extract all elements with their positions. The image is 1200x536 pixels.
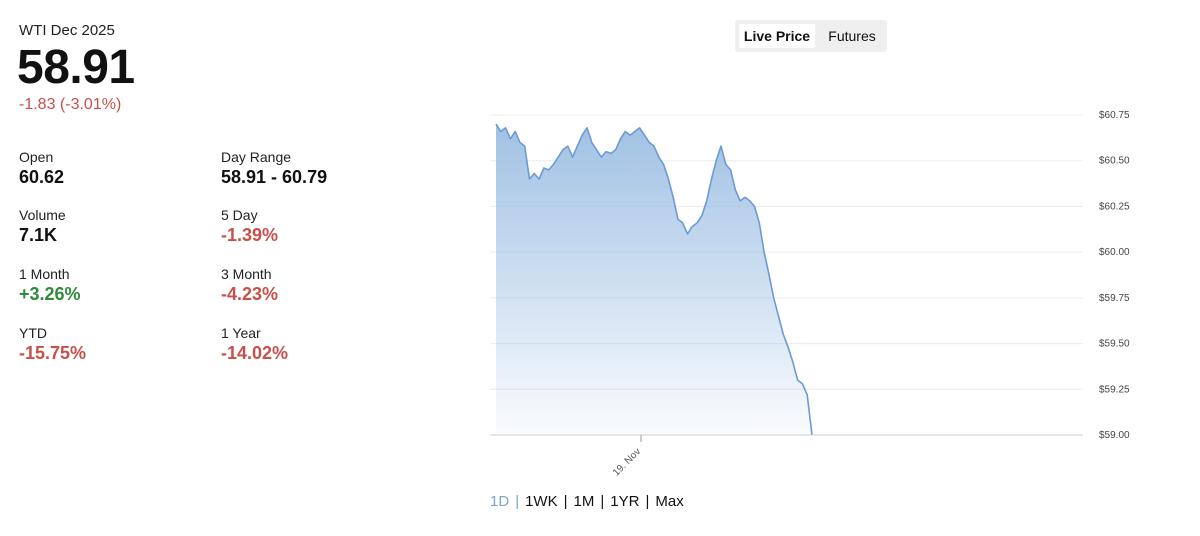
stat-value: 58.91 - 60.79 [221,167,328,187]
stat-label: Volume [19,207,66,223]
stat-value: -14.02% [221,343,289,363]
stat-label: YTD [19,325,47,341]
separator: | [645,493,650,510]
separator: | [563,493,568,510]
range-selector: 1D | 1WK | 1M | 1YR | Max [490,493,684,510]
y-axis-labels: $60.75 $60.50 $60.25 $60.00 $59.75 $59.50 $59.… [1099,110,1130,441]
stat-label: Day Range [221,149,292,165]
y-tick-label: $60.50 [1099,156,1130,167]
y-tick-label: $60.75 [1099,110,1130,121]
stat-3-month: 3 Month -4.23% [221,266,421,305]
separator: | [515,493,520,510]
stat-open: Open 60.62 [19,149,219,188]
stat-day-range: Day Range 58.91 - 60.79 [221,149,421,188]
stat-label: 5 Day [221,207,258,223]
stat-value: -1.39% [221,225,279,245]
stat-value: +3.26% [19,284,81,304]
y-tick-label: $59.50 [1099,339,1130,350]
y-tick-label: $60.00 [1099,247,1130,258]
stat-value: 60.62 [19,167,65,187]
stat-volume: Volume 7.1K [19,207,219,246]
y-tick-label: $59.25 [1099,384,1130,395]
range-1m[interactable]: 1M [573,493,595,510]
y-tick-label: $59.00 [1099,430,1130,441]
stat-5-day: 5 Day -1.39% [221,207,421,246]
stat-ytd: YTD -15.75% [19,325,219,364]
price-line [495,123,813,436]
live-price-button[interactable]: Live Price [739,24,815,48]
range-1d[interactable]: 1D [490,493,510,510]
stat-label: 1 Month [19,266,70,282]
futures-button[interactable]: Futures [828,28,876,44]
stat-label: 3 Month [221,266,272,282]
last-price: 58.91 [17,41,135,94]
instrument-title: WTI Dec 2025 [19,22,115,39]
stat-label: Open [19,149,54,165]
stat-value: 7.1K [19,225,58,245]
price-type-toggle: Live Price Futures [735,20,887,52]
range-1yr[interactable]: 1YR [610,493,640,510]
y-tick-label: $59.75 [1099,293,1130,304]
x-tick-label: 19. Nov [611,446,643,478]
price-change: -1.83 (-3.01%) [19,96,122,113]
stat-value: -4.23% [221,284,279,304]
y-tick-label: $60.25 [1099,201,1130,212]
stat-1-month: 1 Month +3.26% [19,266,219,305]
price-area-fill [496,124,812,435]
separator: | [600,493,605,510]
stat-value: -15.75% [19,343,87,363]
stat-label: 1 Year [221,325,261,341]
range-max[interactable]: Max [655,493,684,510]
range-1wk[interactable]: 1WK [525,493,558,510]
stat-1-year: 1 Year -14.02% [221,325,421,364]
